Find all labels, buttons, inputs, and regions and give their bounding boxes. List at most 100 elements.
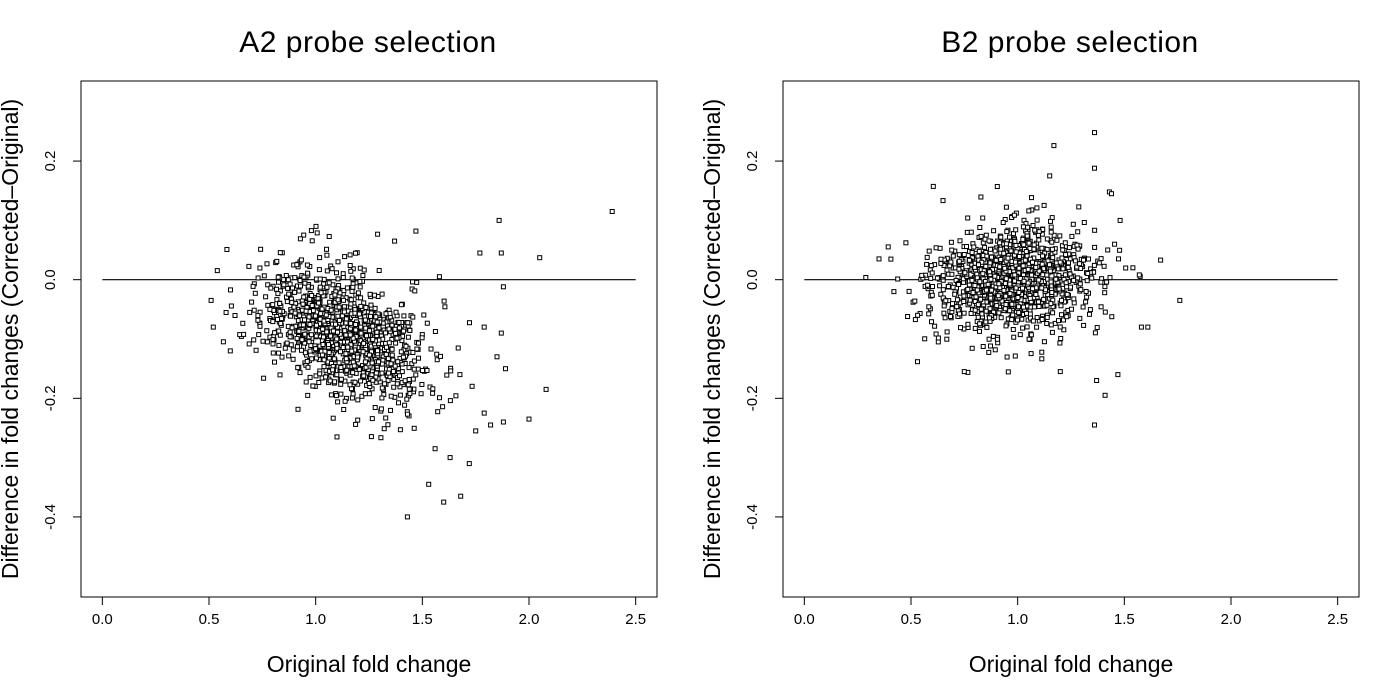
data-point — [1004, 354, 1010, 360]
data-point — [1027, 295, 1033, 301]
data-point — [969, 277, 975, 283]
data-point — [258, 246, 264, 252]
data-point — [961, 252, 967, 257]
x-tick-label: 1.5 — [412, 611, 433, 628]
data-point — [1048, 322, 1054, 328]
data-point — [389, 352, 395, 358]
data-point — [922, 336, 928, 342]
data-point — [392, 363, 398, 369]
data-point — [294, 262, 300, 268]
data-point — [1138, 324, 1144, 330]
data-point — [924, 254, 930, 260]
data-point — [304, 358, 310, 364]
data-point — [368, 434, 374, 440]
data-point — [1062, 240, 1068, 246]
data-point — [469, 383, 475, 389]
data-point — [392, 326, 398, 332]
data-point — [362, 317, 368, 323]
data-point — [335, 297, 341, 303]
data-point — [1094, 325, 1100, 330]
y-axis-title: Difference in fold changes (Corrected–Or… — [0, 99, 23, 579]
data-point — [318, 290, 324, 296]
data-point — [997, 264, 1003, 270]
data-point — [949, 271, 955, 277]
data-point — [987, 269, 993, 275]
data-point — [957, 311, 962, 317]
data-point — [318, 311, 324, 317]
data-point — [1102, 309, 1108, 315]
data-point — [275, 291, 281, 297]
data-point — [350, 335, 356, 341]
plot-frame — [782, 80, 1360, 598]
data-point — [344, 285, 350, 291]
data-point — [411, 358, 417, 364]
data-point — [1071, 300, 1077, 306]
data-point — [1098, 279, 1104, 285]
data-point — [1075, 275, 1081, 281]
data-point — [962, 270, 968, 276]
data-point — [434, 357, 440, 363]
data-point — [1003, 204, 1009, 210]
data-point — [279, 354, 285, 360]
data-point — [324, 246, 329, 252]
data-point — [441, 499, 447, 505]
data-point — [388, 393, 394, 399]
data-point — [361, 267, 367, 273]
data-point — [326, 234, 332, 239]
data-point — [972, 325, 978, 331]
data-point — [974, 275, 980, 281]
data-point — [1076, 204, 1082, 210]
data-point — [333, 393, 339, 399]
data-point — [977, 321, 983, 327]
data-point — [283, 273, 289, 278]
data-point — [332, 292, 338, 298]
data-point — [1069, 306, 1074, 312]
data-point — [314, 230, 320, 236]
data-point — [976, 262, 981, 268]
data-point — [378, 406, 384, 412]
data-point — [1105, 247, 1111, 253]
data-point — [353, 421, 359, 427]
data-point — [321, 357, 327, 363]
data-point — [350, 370, 356, 376]
data-point — [355, 417, 361, 423]
x-tick-label: 1.0 — [1007, 611, 1028, 628]
data-point — [1081, 257, 1086, 263]
data-point — [1102, 392, 1108, 398]
data-point — [351, 363, 357, 369]
data-point — [1017, 276, 1023, 281]
data-point — [250, 283, 256, 289]
data-point — [876, 256, 882, 262]
data-point — [270, 350, 276, 356]
data-point — [978, 194, 984, 200]
data-point — [394, 335, 400, 341]
data-point — [944, 329, 950, 335]
data-point — [336, 360, 342, 366]
data-point — [1053, 276, 1059, 282]
data-point — [334, 372, 340, 378]
data-point — [357, 265, 363, 271]
data-point — [1075, 246, 1081, 252]
data-point — [447, 398, 453, 404]
data-point — [338, 365, 344, 370]
data-point — [352, 310, 358, 316]
data-point — [1061, 327, 1067, 333]
data-point — [1047, 268, 1053, 274]
data-point — [348, 268, 354, 274]
data-point — [295, 406, 301, 412]
y-tick-label: 0.2 — [42, 151, 59, 172]
data-point — [496, 217, 502, 223]
data-point — [292, 310, 298, 316]
data-point — [498, 330, 504, 336]
data-point — [935, 335, 941, 341]
data-point — [1017, 332, 1023, 338]
panel-title: A2 probe selection — [239, 26, 497, 59]
data-point — [326, 280, 332, 286]
data-point — [1001, 287, 1007, 293]
data-point — [402, 402, 408, 408]
data-point — [969, 345, 975, 351]
data-point — [298, 283, 303, 289]
data-point — [386, 370, 392, 376]
data-point — [276, 328, 282, 334]
data-point — [1116, 256, 1121, 262]
